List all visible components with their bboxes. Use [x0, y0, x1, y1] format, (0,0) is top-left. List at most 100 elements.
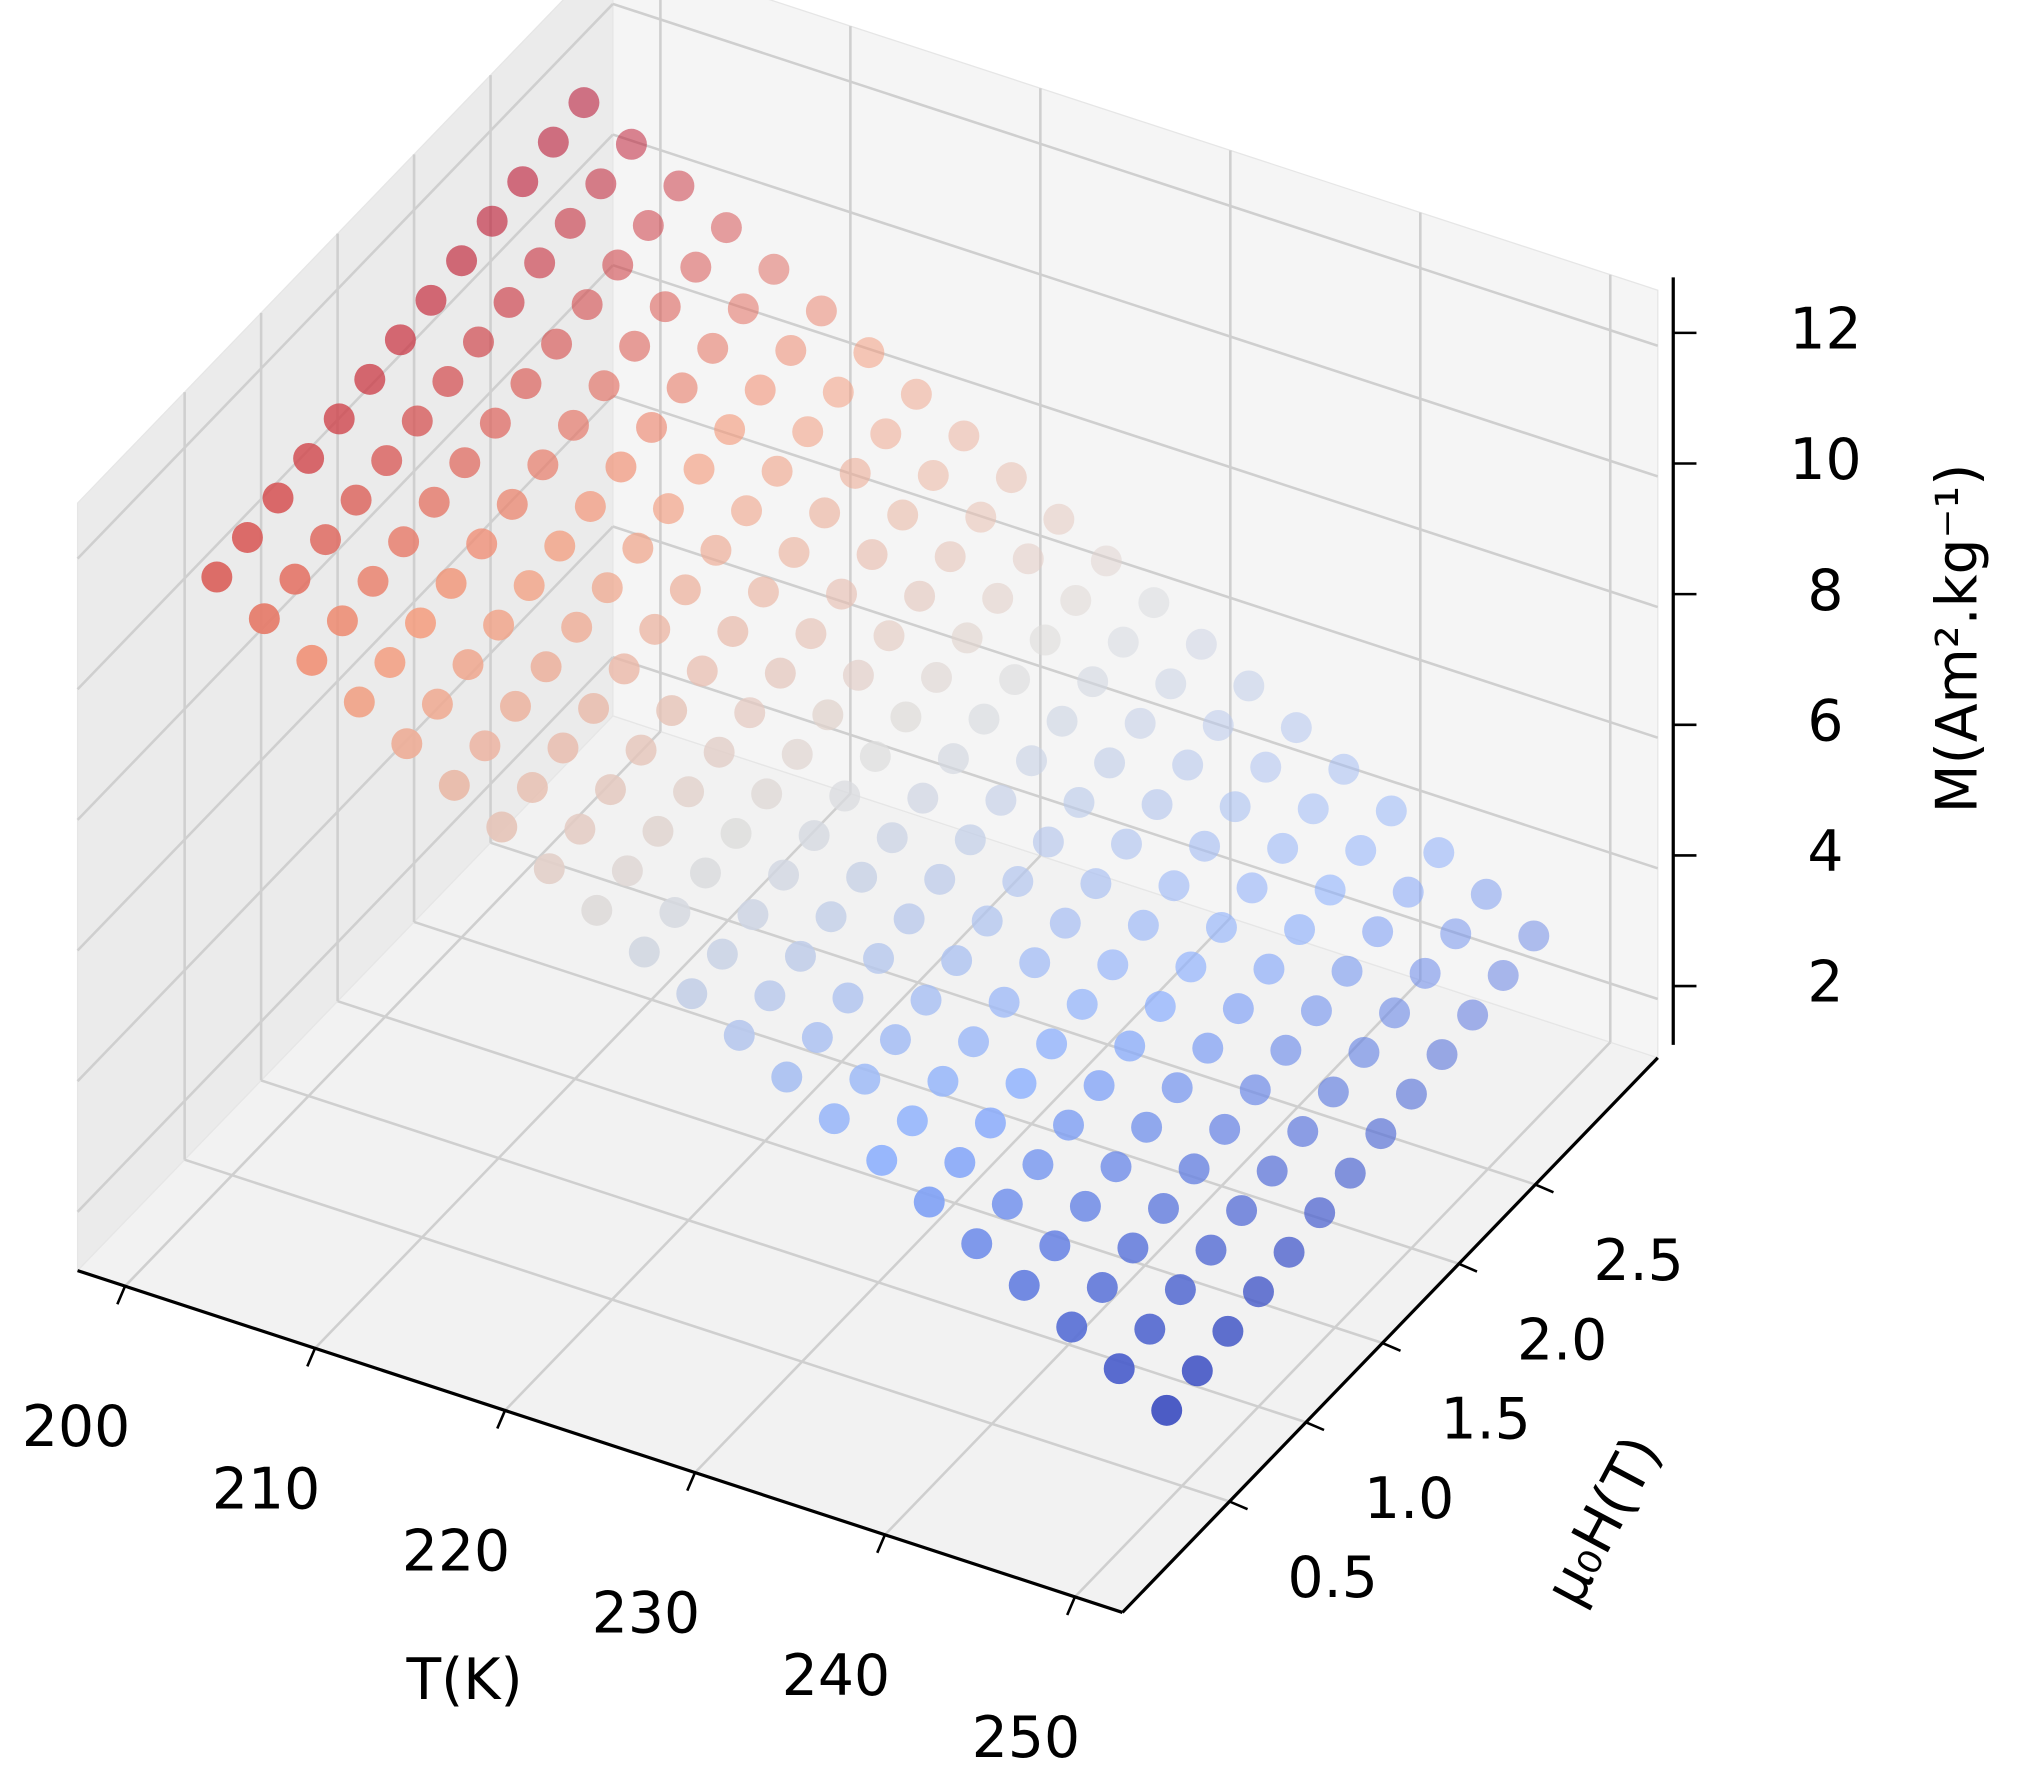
data-point [1192, 1032, 1224, 1064]
data-point [1409, 957, 1441, 989]
data-point [904, 580, 936, 612]
data-point [1226, 1195, 1258, 1227]
data-point [1375, 795, 1407, 827]
data-point [1134, 1313, 1166, 1345]
z-tick-label: 10 [1789, 427, 1861, 493]
data-point [1012, 543, 1044, 575]
data-point [530, 651, 562, 683]
data-point [1362, 916, 1394, 948]
data-point [659, 897, 691, 928]
data-point [296, 644, 328, 676]
data-point [710, 212, 742, 244]
data-point [615, 128, 647, 160]
data-point [1090, 545, 1122, 577]
data-point [1287, 1116, 1319, 1147]
tick-mark [306, 1347, 317, 1367]
data-point [974, 1107, 1006, 1139]
data-point [496, 488, 528, 520]
data-point [248, 603, 280, 635]
data-point [1487, 960, 1519, 991]
data-point [717, 616, 749, 647]
tick-mark [116, 1285, 127, 1305]
data-point [1086, 1272, 1118, 1303]
data-point [1328, 753, 1360, 785]
data-point [608, 653, 640, 685]
data-point [507, 166, 539, 198]
data-point [1155, 668, 1187, 700]
data-point [720, 817, 752, 849]
data-point [842, 659, 874, 691]
data-point [1331, 955, 1363, 987]
grid-line [884, 979, 1422, 1536]
data-point [663, 170, 695, 202]
data-point [1138, 587, 1170, 619]
data-point [1185, 628, 1217, 660]
data-point [1056, 1311, 1088, 1343]
data-point [1094, 747, 1126, 779]
data-point [1189, 830, 1221, 862]
data-point [469, 730, 501, 762]
data-point [1212, 1315, 1244, 1347]
data-point [870, 418, 902, 450]
data-point [1124, 707, 1156, 739]
data-point [557, 409, 589, 441]
grid-line [612, 394, 1659, 739]
data-point [853, 337, 885, 369]
data-point [666, 372, 698, 404]
data-point [768, 859, 800, 891]
axes: 200 210 220 230 240 250 0.5 1.0 1.5 2.0 2.5 2 4 6 8 10 1… [22, 277, 1862, 1771]
z-tick-label: 4 [1807, 819, 1843, 885]
data-point [971, 905, 1003, 937]
tick-mark [496, 1409, 507, 1430]
x-tick-label: 200 [22, 1394, 130, 1460]
x-tick-label: 230 [592, 1581, 700, 1647]
data-point [924, 863, 956, 895]
x-axis-line [77, 1269, 1123, 1614]
data-point [1395, 1078, 1427, 1110]
data-point [999, 664, 1031, 696]
data-point [1063, 786, 1095, 818]
data-point [723, 1019, 755, 1051]
data-point [1181, 1355, 1213, 1387]
grid-line [1074, 1041, 1612, 1598]
data-point [731, 495, 763, 527]
data-point [649, 291, 681, 323]
data-point [554, 207, 586, 239]
data-point [343, 686, 375, 718]
tick-mark [1228, 1500, 1249, 1511]
data-point [1222, 993, 1254, 1025]
data-point [533, 853, 565, 885]
x-tick-label: 240 [782, 1643, 890, 1709]
data-point [201, 561, 233, 593]
data-point [700, 534, 732, 566]
data-point [826, 578, 857, 610]
y-tick-label: 1.0 [1364, 1466, 1454, 1532]
data-point [1083, 1070, 1115, 1102]
data-point [1066, 988, 1098, 1020]
data-point [849, 1063, 881, 1095]
tick-mark [1534, 1183, 1554, 1194]
data-point [446, 245, 478, 277]
data-point [706, 938, 738, 970]
data-point [876, 822, 908, 854]
grid-line [612, 655, 1659, 1001]
data-point [829, 780, 861, 812]
data-point [1392, 876, 1424, 908]
data-point [1148, 1192, 1179, 1224]
y-axis-line [1121, 1056, 1659, 1614]
data-point [524, 247, 556, 279]
data-point [656, 695, 688, 727]
data-point [432, 366, 464, 397]
data-point [262, 482, 294, 514]
data-point [890, 701, 922, 733]
data-point [965, 501, 997, 533]
data-point [737, 899, 769, 931]
tick-mark [876, 1534, 887, 1554]
data-point [697, 332, 729, 364]
data-point [1314, 874, 1346, 906]
data-point [689, 857, 721, 889]
data-point [703, 736, 735, 768]
data-point [323, 403, 355, 435]
